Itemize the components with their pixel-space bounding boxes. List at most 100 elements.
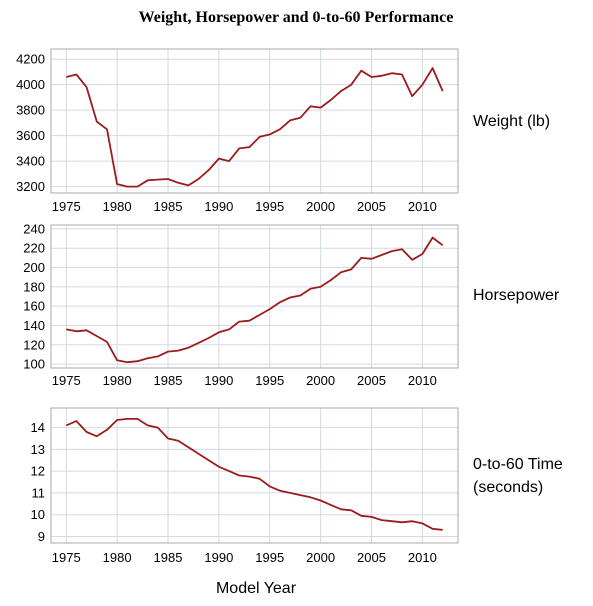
data-point xyxy=(340,271,342,273)
data-point xyxy=(330,99,332,101)
data-point xyxy=(289,492,291,494)
data-point xyxy=(299,295,301,297)
chart-title: Weight, Horsepower and 0-to-60 Performan… xyxy=(139,9,454,26)
data-point xyxy=(421,253,423,255)
panel-1: 1975 1980 1985 1990 1995 2000 2005 2010 3200 3400… xyxy=(16,48,550,214)
data-point xyxy=(177,182,179,184)
data-point xyxy=(381,75,383,77)
data-point xyxy=(289,297,291,299)
data-point xyxy=(310,288,312,290)
x-tick-label: 1975 xyxy=(52,373,81,388)
panel-3: 1975 1980 1985 1990 1995 2000 2005 2010 9 10 11 12 1… xyxy=(31,407,563,565)
x-tick-label: 1985 xyxy=(154,550,183,565)
y-tick-label: 11 xyxy=(32,485,46,500)
data-point xyxy=(360,257,362,259)
data-point xyxy=(198,178,200,180)
data-point xyxy=(137,186,139,188)
x-tick-label: 1985 xyxy=(154,199,183,214)
data-point xyxy=(96,435,98,437)
panel-2: 1975 1980 1985 1990 1995 2000 2005 2010 100 120 14… xyxy=(23,221,560,388)
data-point xyxy=(177,440,179,442)
data-point xyxy=(299,494,301,496)
data-point xyxy=(421,84,423,86)
y-tick-label: 12 xyxy=(31,464,45,479)
series-line xyxy=(65,417,443,531)
data-point xyxy=(126,418,128,420)
data-point xyxy=(360,70,362,72)
x-tick-label: 2005 xyxy=(357,199,386,214)
x-tick-label: 2005 xyxy=(357,373,386,388)
data-point xyxy=(167,438,169,440)
data-point xyxy=(157,427,159,429)
data-point xyxy=(421,522,423,524)
x-tick-label: 1995 xyxy=(255,199,284,214)
data-point xyxy=(248,146,250,148)
data-point xyxy=(401,74,403,76)
data-point xyxy=(147,357,149,359)
data-point xyxy=(187,446,189,448)
data-point xyxy=(320,286,322,288)
y-tick-label: 14 xyxy=(31,420,45,435)
data-point xyxy=(350,84,352,86)
data-point xyxy=(167,351,169,353)
data-point xyxy=(198,453,200,455)
y-tick-label: 13 xyxy=(31,442,45,457)
data-point xyxy=(371,516,373,518)
data-point xyxy=(350,268,352,270)
x-tick-label: 1985 xyxy=(154,373,183,388)
panels: 1975 1980 1985 1990 1995 2000 2005 2010 3200 3400… xyxy=(16,48,563,565)
data-point xyxy=(248,320,250,322)
data-point xyxy=(411,95,413,97)
y-tick-label: 3600 xyxy=(16,128,45,143)
data-point xyxy=(279,490,281,492)
panel-label: Weight (lb) xyxy=(473,113,550,130)
data-point xyxy=(269,485,271,487)
y-tick-label: 200 xyxy=(23,260,45,275)
data-point xyxy=(391,72,393,74)
y-tick-label: 180 xyxy=(23,279,45,294)
data-point xyxy=(208,169,210,171)
y-tick-label: 4200 xyxy=(16,52,45,67)
data-point xyxy=(75,74,77,76)
data-point xyxy=(137,418,139,420)
data-point xyxy=(116,359,118,361)
data-point xyxy=(137,360,139,362)
panel-label: 0-to-60 Time xyxy=(473,456,563,473)
y-tick-label: 140 xyxy=(23,318,45,333)
plot-frame xyxy=(50,407,459,544)
x-tick-label: 1975 xyxy=(52,199,81,214)
data-point xyxy=(157,179,159,181)
data-point xyxy=(177,350,179,352)
data-point xyxy=(106,128,108,130)
x-tick-label: 1980 xyxy=(103,550,132,565)
data-point xyxy=(157,355,159,357)
x-tick-label: 2010 xyxy=(408,373,437,388)
x-tick-label: 2000 xyxy=(306,550,335,565)
data-point xyxy=(65,76,67,78)
data-point xyxy=(310,496,312,498)
series-line xyxy=(66,236,444,364)
data-point xyxy=(208,337,210,339)
y-tick-label: 3200 xyxy=(16,179,45,194)
panel-label: (seconds) xyxy=(473,479,543,496)
x-tick-label: 1990 xyxy=(204,550,233,565)
data-point xyxy=(126,361,128,363)
data-point xyxy=(350,509,352,511)
data-point xyxy=(299,117,301,119)
data-point xyxy=(147,424,149,426)
data-point xyxy=(106,429,108,431)
x-axis-label: Model Year xyxy=(216,580,297,597)
data-point xyxy=(401,248,403,250)
x-tick-label: 2000 xyxy=(306,373,335,388)
data-point xyxy=(167,178,169,180)
data-point xyxy=(228,328,230,330)
y-tick-label: 4000 xyxy=(16,77,45,92)
y-tick-label: 3400 xyxy=(16,154,45,169)
data-point xyxy=(320,107,322,109)
y-tick-label: 220 xyxy=(23,241,45,256)
data-point xyxy=(116,419,118,421)
data-point xyxy=(75,420,77,422)
x-tick-label: 2000 xyxy=(306,199,335,214)
data-point xyxy=(238,147,240,149)
data-point xyxy=(218,331,220,333)
